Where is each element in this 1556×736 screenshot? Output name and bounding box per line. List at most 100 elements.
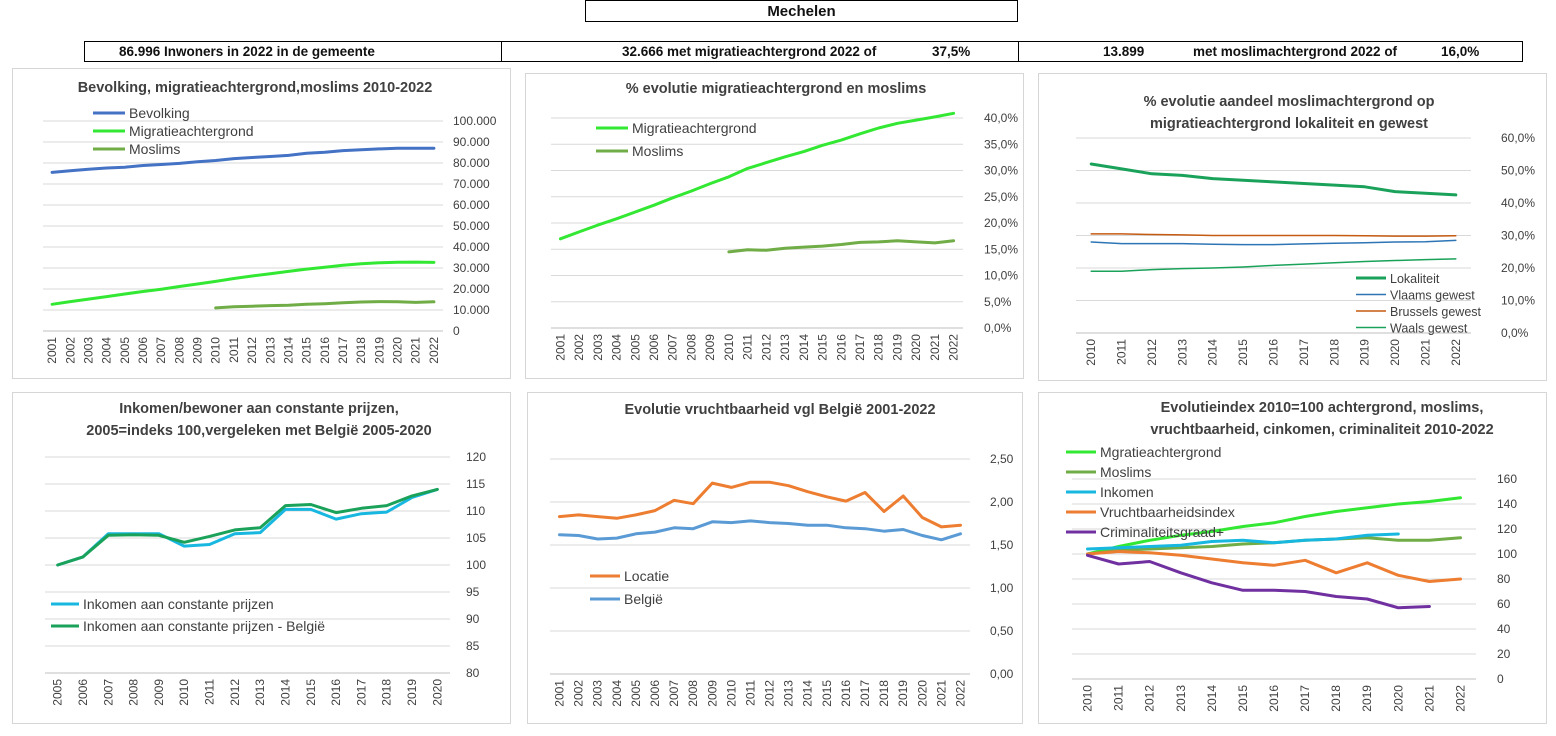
- x-tick-label: 2015: [304, 679, 318, 706]
- x-tick-label: 2021: [928, 334, 942, 361]
- y-tick-label: 60: [1497, 597, 1511, 611]
- x-tick-label: 2019: [890, 334, 904, 361]
- series-line-2: [50, 260, 436, 306]
- y-tick-label: 30,0%: [984, 164, 1018, 178]
- legend-label: Mgratieachtergrond: [1100, 444, 1221, 460]
- chart-c6: Evolutieindex 2010=100 achtergrond, mosl…: [1066, 400, 1517, 712]
- series-line-5: [1086, 553, 1431, 610]
- y-tick-label: 40: [1497, 622, 1511, 636]
- x-tick-label: 2011: [203, 679, 217, 705]
- x-tick-label: 2010: [1084, 339, 1098, 366]
- x-tick-label: 2012: [245, 337, 259, 364]
- x-tick-label: 2009: [705, 680, 719, 707]
- series-line-1: [1086, 496, 1462, 556]
- x-tick-label: 2019: [896, 680, 910, 707]
- y-tick-label: 120: [466, 450, 486, 464]
- x-tick-label: 2013: [778, 334, 792, 361]
- series-line-2: [56, 487, 439, 567]
- x-tick-label: 2012: [759, 334, 773, 361]
- x-tick-label: 2017: [336, 337, 350, 364]
- y-tick-label: 20,0%: [1501, 261, 1535, 275]
- chart-title: % evolutie aandeel moslimachtergrond op m…: [1144, 94, 1435, 132]
- chart-panel-c3: % evolutie aandeel moslimachtergrond op m…: [1038, 73, 1547, 381]
- x-tick-label: 2006: [76, 679, 90, 706]
- info-migratie: 32.666 met migratieachtergrond 2022 of 3…: [501, 41, 1019, 62]
- x-tick-label: 2007: [101, 679, 115, 706]
- y-tick-label: 0,00: [990, 667, 1014, 681]
- y-tick-label: 60.000: [453, 198, 490, 212]
- chart-title: % evolutie migratieachtergrond en moslim…: [626, 81, 927, 97]
- chart-title: Evolutie vruchtbaarheid vgl België 2001-…: [624, 402, 935, 418]
- x-tick-label: 2007: [667, 680, 681, 707]
- chart-c5: Evolutie vruchtbaarheid vgl België 2001-…: [550, 402, 1014, 707]
- x-tick-label: 2001: [553, 334, 567, 361]
- x-tick-label: 2020: [430, 679, 444, 706]
- x-tick-label: 2001: [45, 337, 59, 364]
- x-tick-label: 2011: [1112, 685, 1126, 711]
- x-tick-label: 2019: [405, 679, 419, 706]
- series-line-2: [558, 519, 962, 542]
- x-tick-label: 2018: [872, 334, 886, 361]
- x-tick-label: 2009: [152, 679, 166, 706]
- x-tick-label: 2003: [81, 337, 95, 364]
- legend-label: Brussels gewest: [1390, 305, 1482, 319]
- y-tick-label: 40,0%: [984, 111, 1018, 125]
- y-tick-label: 20: [1497, 647, 1511, 661]
- chart-panel-c6: Evolutieindex 2010=100 achtergrond, mosl…: [1038, 392, 1547, 724]
- x-tick-label: 2009: [703, 334, 717, 361]
- x-tick-label: 2013: [782, 680, 796, 707]
- y-tick-label: 1,00: [990, 581, 1014, 595]
- x-tick-label: 2018: [1327, 339, 1341, 366]
- x-tick-label: 2014: [278, 679, 292, 706]
- chart-title-line: Inkomen/bewoner aan constante prijzen,: [119, 401, 399, 417]
- y-tick-label: 25,0%: [984, 190, 1018, 204]
- x-tick-label: 2004: [100, 337, 114, 364]
- y-tick-label: 90.000: [453, 135, 490, 149]
- legend-label: Migratieachtergrond: [129, 123, 254, 139]
- y-tick-label: 1,50: [990, 538, 1014, 552]
- x-tick-label: 2021: [934, 680, 948, 707]
- y-tick-label: 100.000: [453, 114, 497, 128]
- x-tick-label: 2021: [1422, 685, 1436, 712]
- x-tick-label: 2001: [553, 680, 567, 707]
- x-tick-label: 2022: [953, 680, 967, 707]
- chart-title: Inkomen/bewoner aan constante prijzen, 20…: [86, 401, 431, 439]
- y-tick-label: 70.000: [453, 177, 490, 191]
- x-tick-label: 2008: [172, 337, 186, 364]
- x-tick-label: 2004: [610, 680, 624, 707]
- x-tick-label: 2007: [666, 334, 680, 361]
- legend-label: Migratieachtergrond: [632, 120, 757, 136]
- legend-label: Moslims: [632, 143, 683, 159]
- x-tick-label: 2015: [1236, 685, 1250, 712]
- legend-label: Inkomen: [1100, 484, 1154, 500]
- x-tick-label: 2021: [409, 337, 423, 364]
- x-tick-label: 2015: [820, 680, 834, 707]
- series-line-2: [1090, 239, 1457, 246]
- y-tick-label: 20.000: [453, 282, 490, 296]
- x-tick-label: 2020: [391, 337, 405, 364]
- info-moslim-count: 13.899: [1103, 44, 1145, 59]
- y-tick-label: 50,0%: [1501, 164, 1535, 178]
- x-tick-label: 2016: [1267, 339, 1281, 366]
- x-tick-label: 2017: [858, 680, 872, 707]
- series-line-3: [1090, 233, 1457, 237]
- x-tick-label: 2012: [1143, 685, 1157, 712]
- x-tick-label: 2017: [853, 334, 867, 361]
- info-inwoners-text: 86.996 Inwoners in 2022 in de gemeente: [119, 44, 375, 59]
- x-tick-label: 2013: [253, 679, 267, 706]
- legend-label: Vlaams gewest: [1390, 289, 1475, 303]
- x-tick-label: 2014: [797, 334, 811, 361]
- x-tick-label: 2020: [915, 680, 929, 707]
- x-tick-label: 2011: [1115, 339, 1129, 365]
- x-tick-label: 2004: [610, 334, 624, 361]
- x-tick-label: 2016: [839, 680, 853, 707]
- legend-label: België: [624, 591, 663, 607]
- info-inwoners: 86.996 Inwoners in 2022 in de gemeente: [84, 41, 502, 62]
- x-tick-label: 2011: [227, 337, 241, 363]
- legend-label: Vruchtbaarheidsindex: [1100, 504, 1235, 520]
- y-tick-label: 0,0%: [984, 321, 1012, 335]
- x-tick-label: 2005: [628, 334, 642, 361]
- chart-c1: Bevolking, migratieachtergrond,moslims 2…: [43, 80, 497, 364]
- chart-title: Bevolking, migratieachtergrond,moslims 2…: [78, 80, 433, 96]
- y-tick-label: 80.000: [453, 156, 490, 170]
